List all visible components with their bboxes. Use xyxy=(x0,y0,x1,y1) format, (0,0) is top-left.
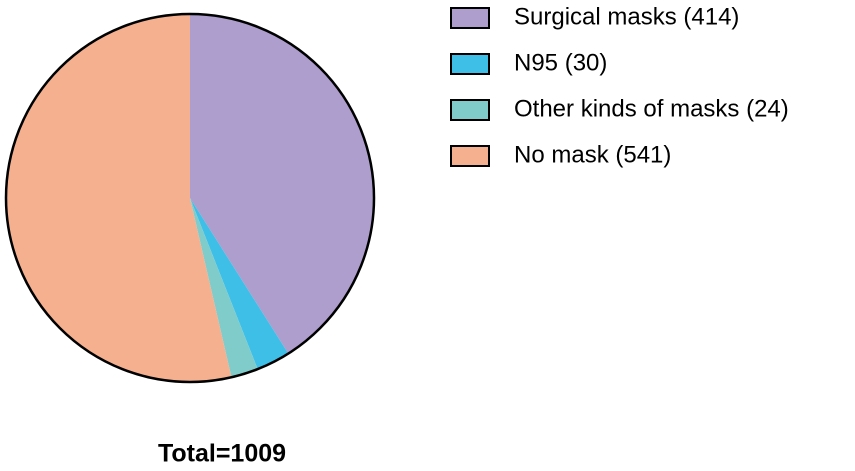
pie-slice xyxy=(190,14,375,354)
legend-label: Other kinds of masks (24) xyxy=(514,95,789,122)
legend-label: No mask (541) xyxy=(514,141,671,168)
legend-swatch xyxy=(450,7,490,29)
legend-swatch xyxy=(450,145,490,167)
pie-slice xyxy=(190,198,258,378)
legend-label: N95 (30) xyxy=(514,49,607,76)
pie-slice xyxy=(6,14,232,382)
legend-label: Surgical masks (414) xyxy=(514,3,739,30)
pie-outline xyxy=(4,12,376,384)
chart-title: Total=1009 xyxy=(158,440,286,468)
pie-slice xyxy=(190,198,289,370)
legend-swatch xyxy=(450,99,490,121)
legend-swatch xyxy=(450,53,490,75)
